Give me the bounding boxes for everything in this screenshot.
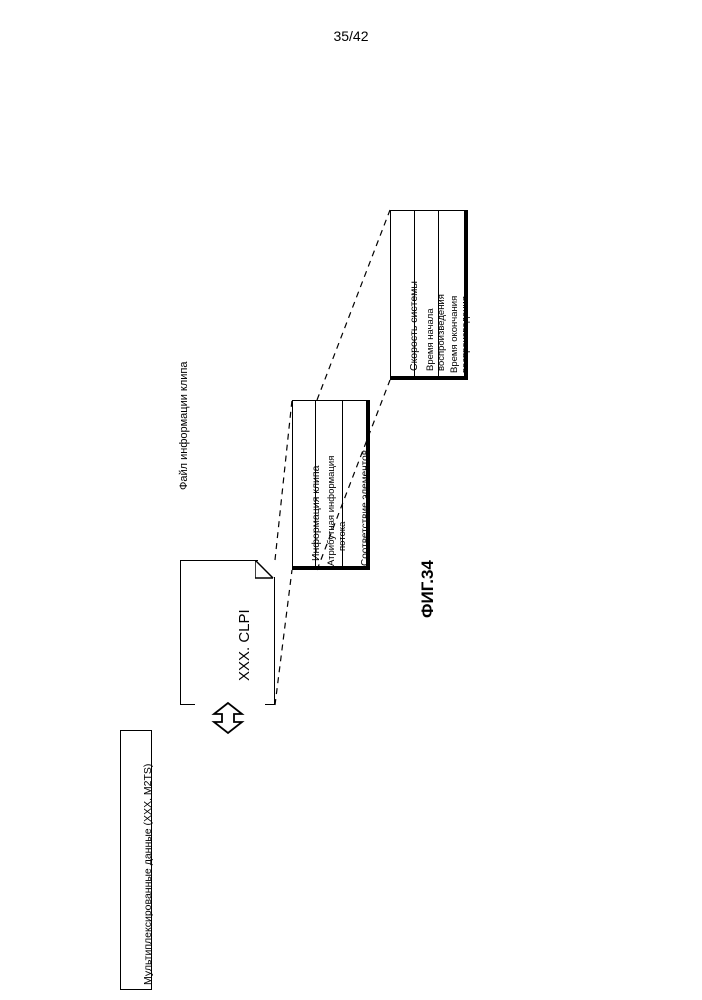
page-number: 35/42 (0, 28, 702, 44)
right-row-2-l2: воспроизведения (460, 296, 471, 373)
file-box-label: XXX. CLPI (236, 609, 253, 681)
right-box: Скорость системы Время начала воспроизве… (390, 210, 468, 380)
right-row-1: Время начала воспроизведения (415, 211, 440, 376)
mid-row-2: Соответствие элементов (343, 401, 366, 566)
mid-box: Информация клипа Атрибутная информацияпо… (292, 400, 370, 570)
mid-row-1: Атрибутная информацияпотока (316, 401, 342, 566)
right-row-2: Время окончания воспроизведения (439, 211, 464, 376)
mid-row-0: Информация клипа (293, 401, 316, 566)
mux-box-label: Мультиплексированные данные (XXX. M2TS) (142, 764, 154, 985)
double-arrow-redraw (200, 700, 260, 740)
doc-fold-icon (255, 560, 275, 580)
right-row-0: Скорость системы (391, 211, 415, 376)
double-arrow-icon (215, 706, 241, 731)
diagram-canvas: 35/42 Файл информации клипа XXX. CLPI Ин… (0, 0, 702, 1000)
file-box: XXX. CLPI (180, 560, 275, 705)
header-label: Файл информации клипа (178, 361, 190, 490)
mid-row-2-label: Соответствие элементов (360, 450, 371, 566)
double-arrow-final (195, 702, 265, 734)
mux-box: Мультиплексированные данные (XXX. M2TS) (120, 730, 152, 990)
right-row-1-l1: Время начала (425, 308, 436, 371)
right-row-2-l1: Время окончания (449, 296, 460, 373)
figure-caption: ФИГ.34 (418, 560, 438, 618)
